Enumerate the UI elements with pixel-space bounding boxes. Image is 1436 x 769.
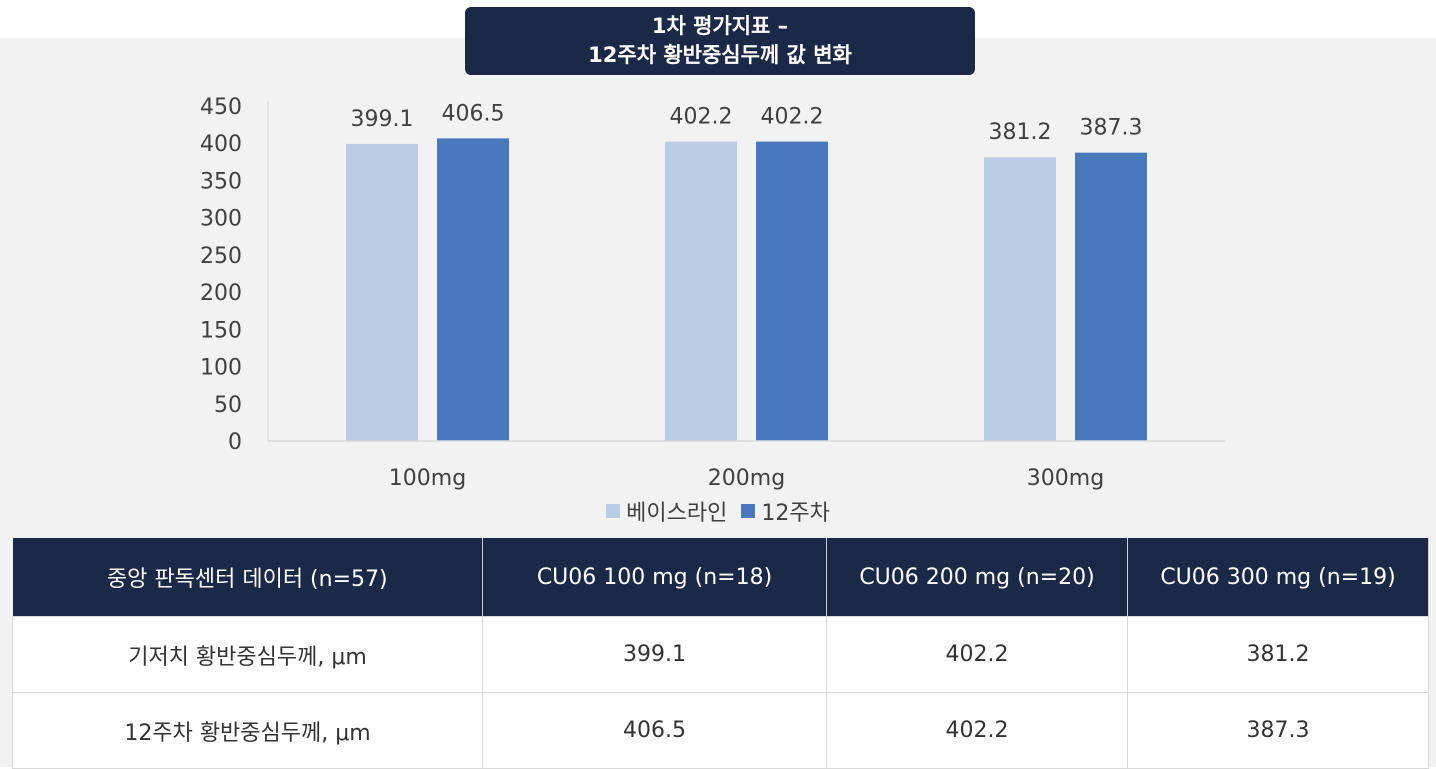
chart-title-line-2: 12주차 황반중심두께 값 변화	[588, 43, 852, 67]
y-tick-label: 50	[214, 393, 242, 418]
table-header-cell: 중앙 판독센터 데이터 (n=57)	[12, 538, 483, 617]
y-tick-label: 150	[200, 318, 242, 343]
x-category-label: 100mg	[389, 466, 466, 491]
legend-swatch-week12	[741, 504, 756, 518]
chart-title-line-1: 1차 평가지표 –	[651, 14, 789, 38]
legend-label-week12: 12주차	[761, 501, 830, 526]
legend-item-week12: 12주차	[741, 495, 830, 527]
bar-baseline	[346, 143, 418, 441]
bar-chart: 0 50 100 150 200 250 300 350 400 450 399.1 406.5 100…	[200, 95, 1225, 491]
chart-title-box: 1차 평가지표 – 12주차 황반중심두께 값 변화	[465, 7, 975, 75]
table-cell: 12주차 황반중심두께, μm	[12, 692, 483, 769]
y-tick-label: 0	[228, 430, 242, 455]
legend-label-baseline: 베이스라인	[626, 501, 728, 526]
data-label: 406.5	[442, 101, 505, 126]
table-cell: 402.2	[826, 692, 1128, 769]
table-row: 12주차 황반중심두께, μm 406.5 402.2 387.3	[12, 692, 1429, 769]
y-tick-label: 100	[200, 356, 242, 381]
table-header-row: 중앙 판독센터 데이터 (n=57) CU06 100 mg (n=18) CU…	[12, 538, 1429, 617]
table-cell: 381.2	[1127, 616, 1429, 693]
table-header-cell: CU06 300 mg (n=19)	[1127, 538, 1429, 617]
bar-week12	[1075, 152, 1147, 441]
x-category-label: 300mg	[1027, 466, 1104, 491]
chart-legend: 베이스라인 12주차	[0, 496, 1436, 526]
bar-baseline	[665, 141, 737, 441]
data-label: 399.1	[351, 107, 414, 132]
legend-item-baseline: 베이스라인	[606, 495, 727, 527]
y-tick-label: 400	[200, 132, 242, 157]
data-label: 387.3	[1080, 116, 1143, 141]
data-label: 402.2	[670, 105, 733, 130]
bar-week12	[437, 138, 509, 441]
table-cell: 기저치 황반중심두께, μm	[12, 616, 483, 693]
legend-swatch-baseline	[606, 504, 621, 518]
data-label: 402.2	[761, 105, 824, 130]
table-header-cell: CU06 200 mg (n=20)	[826, 538, 1128, 617]
y-tick-label: 250	[200, 244, 242, 269]
table-cell: 402.2	[826, 616, 1128, 693]
y-tick-label: 200	[200, 281, 242, 306]
table-cell: 387.3	[1127, 692, 1429, 769]
bar-week12	[756, 141, 828, 441]
x-category-label: 200mg	[708, 466, 785, 491]
table-cell: 399.1	[482, 616, 827, 693]
y-tick-label: 350	[200, 169, 242, 194]
results-table: 중앙 판독센터 데이터 (n=57) CU06 100 mg (n=18) CU…	[12, 538, 1429, 769]
table-cell: 406.5	[482, 692, 827, 769]
y-tick-label: 450	[200, 95, 242, 120]
table-row: 기저치 황반중심두께, μm 399.1 402.2 381.2	[12, 616, 1429, 693]
table-header-cell: CU06 100 mg (n=18)	[482, 538, 827, 617]
bar-baseline	[984, 157, 1056, 441]
data-label: 381.2	[989, 120, 1052, 145]
y-tick-label: 300	[200, 207, 242, 232]
